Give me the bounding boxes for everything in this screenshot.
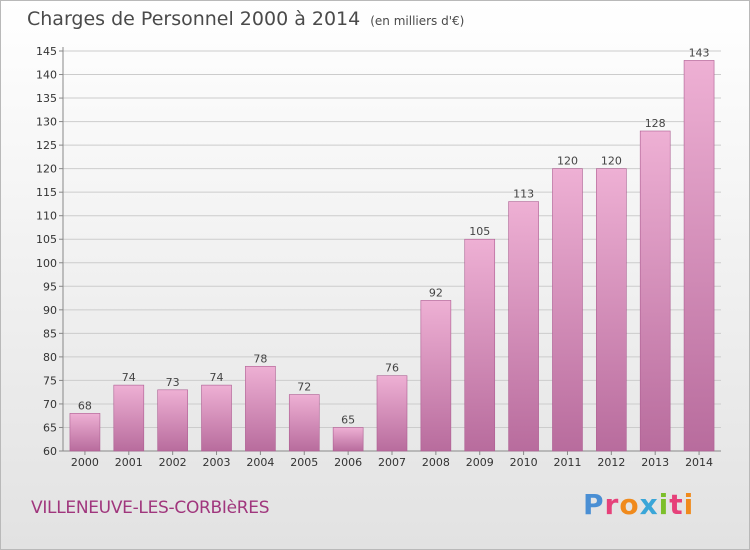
x-tick-label-2002: 2002 (159, 456, 187, 469)
y-tick-label-145: 145 (36, 45, 57, 58)
x-tick-label-2006: 2006 (334, 456, 362, 469)
bar-2013 (639, 130, 671, 452)
proxiti-logo: Proxiti (583, 488, 694, 521)
x-tick-label-2003: 2003 (203, 456, 231, 469)
y-tick-label-65: 65 (43, 421, 57, 434)
x-tick-label-2000: 2000 (71, 456, 99, 469)
logo-letter: t (669, 488, 684, 521)
value-label-2008: 92 (429, 286, 443, 299)
chart-title: Charges de Personnel 2000 à 2014 (en mill… (27, 8, 464, 30)
y-tick-label-110: 110 (36, 210, 57, 223)
y-tick-label-90: 90 (43, 304, 57, 317)
value-label-2012: 120 (601, 155, 622, 168)
x-tick-label-2009: 2009 (466, 456, 494, 469)
bar-2000 (69, 413, 101, 452)
y-tick-label-115: 115 (36, 186, 57, 199)
y-tick-label-105: 105 (36, 233, 57, 246)
chart-unit: (en milliers d'€) (370, 14, 465, 28)
x-tick-label-2001: 2001 (115, 456, 143, 469)
x-tick-label-2004: 2004 (246, 456, 274, 469)
value-label-2013: 128 (645, 117, 666, 130)
y-tick-label-100: 100 (36, 257, 57, 270)
bar-2011 (552, 168, 583, 452)
value-label-2007: 76 (385, 362, 399, 375)
bar-2004 (245, 365, 276, 452)
y-tick-label-140: 140 (36, 69, 57, 82)
x-tick-label-2007: 2007 (378, 456, 406, 469)
x-tick-label-2012: 2012 (597, 456, 625, 469)
bar-2008 (420, 300, 452, 452)
tick-labels: 60 65 70 75 80 85 90 95 100 105 110 115 120 125 130 135… (36, 45, 713, 469)
value-label-2006: 65 (341, 413, 355, 426)
logo-letter: r (604, 488, 620, 521)
bars (69, 60, 715, 452)
y-tick-label-135: 135 (36, 92, 57, 105)
x-tick-label-2013: 2013 (641, 456, 669, 469)
bar-2007 (376, 375, 408, 452)
bar-2014 (683, 60, 715, 452)
value-label-2002: 73 (166, 376, 180, 389)
chart-title-text: Charges de Personnel 2000 à 2014 (27, 8, 361, 30)
bar-2005 (288, 394, 320, 452)
logo-letter: i (658, 488, 670, 521)
x-tick-label-2011: 2011 (553, 456, 581, 469)
x-tick-label-2010: 2010 (510, 456, 538, 469)
x-tick-label-2005: 2005 (290, 456, 318, 469)
value-label-2005: 72 (297, 381, 311, 394)
y-tick-label-80: 80 (43, 351, 57, 364)
value-label-2010: 113 (513, 188, 534, 201)
y-tick-label-70: 70 (43, 398, 57, 411)
y-tick-label-95: 95 (43, 280, 57, 293)
value-label-2004: 78 (253, 352, 267, 365)
logo-letter: x (639, 488, 659, 521)
logo-letter: P (583, 488, 605, 521)
bar-2002 (157, 389, 188, 452)
x-tick-label-2014: 2014 (685, 456, 713, 469)
y-tick-label-60: 60 (43, 445, 57, 458)
bar-2010 (508, 201, 539, 452)
logo-letter: i (683, 488, 695, 521)
bar-2012 (596, 168, 627, 452)
value-label-2001: 74 (122, 371, 136, 384)
x-tick-label-2008: 2008 (422, 456, 450, 469)
y-tick-label-125: 125 (36, 139, 57, 152)
value-label-2011: 120 (557, 155, 578, 168)
bar-2006 (332, 427, 364, 452)
value-label-2014: 143 (689, 46, 710, 59)
value-label-2000: 68 (78, 399, 92, 412)
y-tick-label-120: 120 (36, 163, 57, 176)
bar-2003 (201, 384, 232, 452)
y-tick-label-85: 85 (43, 327, 57, 340)
bar-2009 (464, 238, 496, 452)
y-tick-label-75: 75 (43, 374, 57, 387)
value-label-2009: 105 (469, 225, 490, 238)
bar-2001 (113, 384, 145, 452)
logo-letter: o (619, 488, 640, 521)
value-label-2003: 74 (210, 371, 224, 384)
y-tick-label-130: 130 (36, 116, 57, 129)
town-name: VILLENEUVE-LES-CORBIèRES (31, 498, 270, 518)
